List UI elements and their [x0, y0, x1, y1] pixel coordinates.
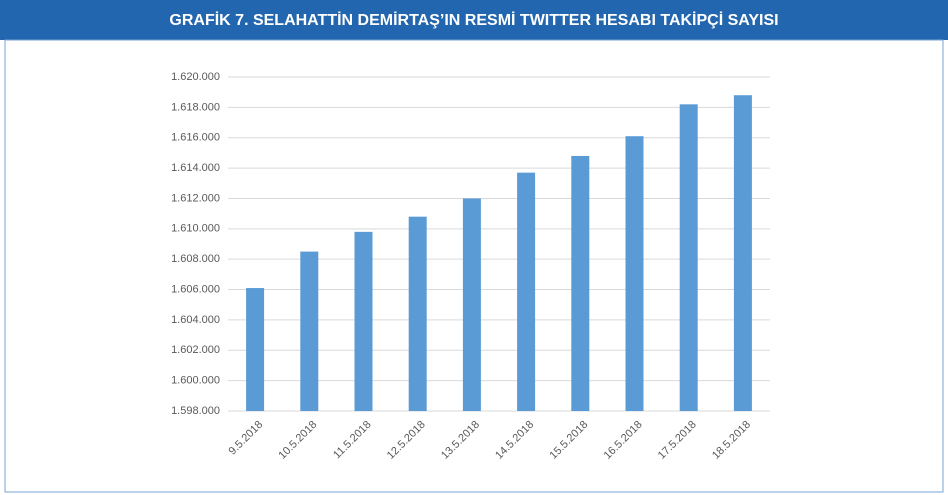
y-tick-label: 1.600.000 — [171, 375, 220, 387]
bar — [462, 198, 481, 411]
y-tick-label: 1.614.000 — [171, 162, 220, 174]
y-tick-label: 1.616.000 — [171, 132, 220, 144]
bar — [625, 136, 644, 411]
y-tick-label: 1.604.000 — [171, 314, 220, 326]
header-band — [0, 0, 948, 40]
bar — [354, 231, 373, 411]
y-tick-label: 1.618.000 — [171, 101, 220, 113]
y-tick-label: 1.612.000 — [171, 192, 220, 204]
y-tick-label: 1.610.000 — [171, 223, 220, 235]
bar — [733, 95, 752, 411]
y-tick-label: 1.598.000 — [171, 405, 220, 417]
y-tick-label: 1.602.000 — [171, 344, 220, 356]
y-tick-label: 1.620.000 — [171, 71, 220, 83]
bar — [300, 251, 319, 411]
bar — [246, 288, 265, 411]
chart-title: GRAFİK 7. SELAHATTİN DEMİRTAŞ’IN RESMİ T… — [169, 11, 778, 29]
bar — [408, 216, 427, 411]
bar — [517, 172, 536, 411]
y-tick-label: 1.606.000 — [171, 283, 220, 295]
bar — [571, 155, 590, 411]
y-tick-label: 1.608.000 — [171, 253, 220, 265]
bar — [679, 104, 698, 411]
